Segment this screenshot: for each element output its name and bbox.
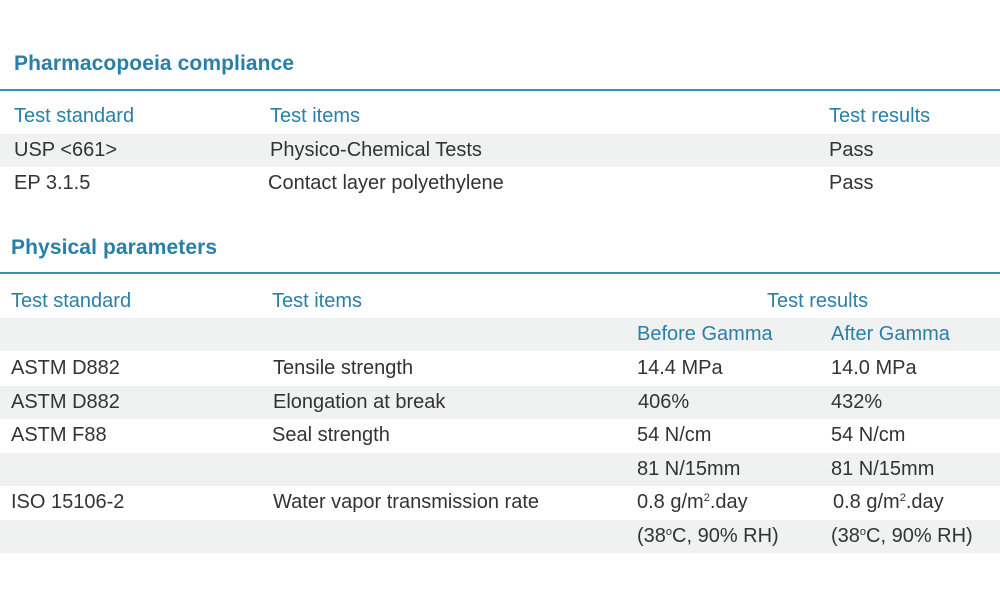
table-row: ISO 15106-2 Water vapor transmission rat… — [0, 486, 1000, 519]
value-text: .day — [905, 491, 944, 513]
value-text: C, 90% RH) — [672, 525, 779, 547]
physical-title: Physical parameters — [11, 236, 218, 259]
table-row: ASTM D882 Tensile strength 14.4 MPa 14.0… — [0, 352, 1000, 385]
cell-after: (38oC, 90% RH) — [831, 520, 973, 553]
value-text: C, 90% RH) — [866, 525, 973, 547]
table-row: (38oC, 90% RH) (38oC, 90% RH) — [0, 520, 1000, 553]
superscript: o — [665, 526, 673, 538]
header-before-gamma: Before Gamma — [637, 323, 773, 345]
cell-item: Contact layer polyethylene — [268, 172, 504, 194]
header-test-results: Test results — [767, 290, 869, 312]
cell-result: Pass — [829, 172, 874, 194]
superscript: 2 — [899, 492, 906, 504]
pharmacopoeia-rule — [0, 89, 1000, 91]
header-test-items: Test items — [272, 290, 363, 312]
value-text: (38 — [831, 525, 860, 547]
cell-after: 0.8 g/m2.day — [833, 486, 944, 519]
cell-item: Physico-Chemical Tests — [270, 139, 482, 161]
cell-standard: ISO 15106-2 — [11, 491, 125, 513]
cell-item: Elongation at break — [273, 391, 446, 413]
cell-before: 54 N/cm — [637, 424, 712, 446]
physical-subheader-row: Before Gamma After Gamma — [0, 318, 1000, 351]
superscript: 2 — [703, 492, 710, 504]
cell-after: 81 N/15mm — [831, 458, 935, 480]
table-row: USP <661> Physico-Chemical Tests Pass — [0, 134, 1000, 167]
cell-item: Tensile strength — [273, 357, 414, 379]
table-row: EP 3.1.5 Contact layer polyethylene Pass — [0, 167, 1000, 200]
value-text: .day — [709, 491, 748, 513]
cell-before: 14.4 MPa — [637, 357, 723, 379]
cell-item: Water vapor transmission rate — [273, 491, 540, 513]
cell-before: 0.8 g/m2.day — [637, 486, 748, 519]
header-test-standard: Test standard — [11, 290, 132, 312]
superscript: o — [859, 526, 867, 538]
cell-before: (38oC, 90% RH) — [637, 520, 779, 553]
value-text: 0.8 g/m — [637, 491, 704, 513]
cell-item: Seal strength — [272, 424, 390, 446]
pharmacopoeia-title: Pharmacopoeia compliance — [14, 52, 295, 75]
cell-before: 406% — [638, 391, 690, 413]
header-test-results: Test results — [829, 105, 931, 127]
header-test-standard: Test standard — [14, 105, 135, 127]
table-row: ASTM D882 Elongation at break 406% 432% — [0, 386, 1000, 419]
cell-standard: USP <661> — [14, 139, 118, 161]
cell-after: 432% — [831, 391, 883, 413]
cell-result: Pass — [829, 139, 874, 161]
table-row: 81 N/15mm 81 N/15mm — [0, 453, 1000, 486]
value-text: (38 — [637, 525, 666, 547]
cell-after: 14.0 MPa — [831, 357, 917, 379]
cell-standard: ASTM D882 — [11, 391, 120, 413]
physical-rule — [0, 272, 1000, 274]
physical-header-row: Test standard Test items Test results — [0, 285, 1000, 318]
cell-before: 81 N/15mm — [637, 458, 741, 480]
header-test-items: Test items — [270, 105, 361, 127]
cell-standard: ASTM F88 — [11, 424, 107, 446]
cell-standard: ASTM D882 — [11, 357, 120, 379]
header-after-gamma: After Gamma — [831, 323, 950, 345]
value-text: 0.8 g/m — [833, 491, 900, 513]
pharmacopoeia-header-row: Test standard Test items Test results — [0, 100, 1000, 133]
table-row: ASTM F88 Seal strength 54 N/cm 54 N/cm — [0, 419, 1000, 452]
cell-after: 54 N/cm — [831, 424, 906, 446]
cell-standard: EP 3.1.5 — [14, 172, 91, 194]
